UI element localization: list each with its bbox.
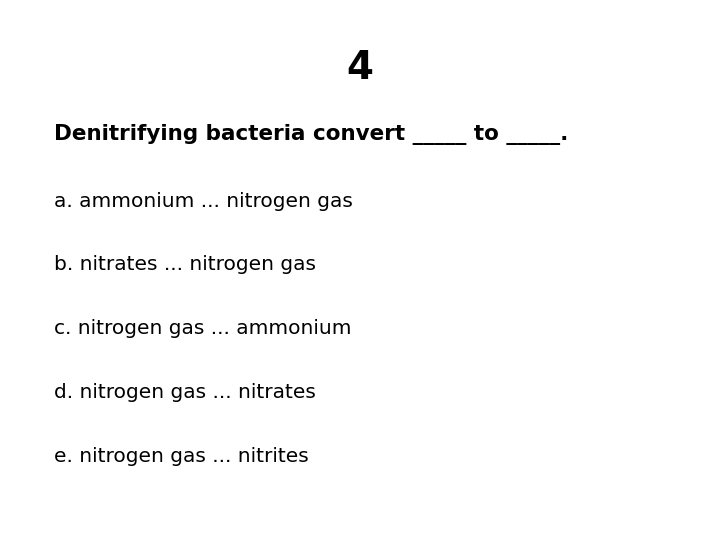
Text: e. nitrogen gas ... nitrites: e. nitrogen gas ... nitrites [54,447,309,465]
Text: 4: 4 [346,49,374,86]
Text: a. ammonium ... nitrogen gas: a. ammonium ... nitrogen gas [54,192,353,211]
Text: Denitrifying bacteria convert _____ to _____.: Denitrifying bacteria convert _____ to _… [54,124,568,145]
Text: d. nitrogen gas ... nitrates: d. nitrogen gas ... nitrates [54,383,316,402]
Text: c. nitrogen gas ... ammonium: c. nitrogen gas ... ammonium [54,319,351,338]
Text: b. nitrates ... nitrogen gas: b. nitrates ... nitrogen gas [54,255,316,274]
